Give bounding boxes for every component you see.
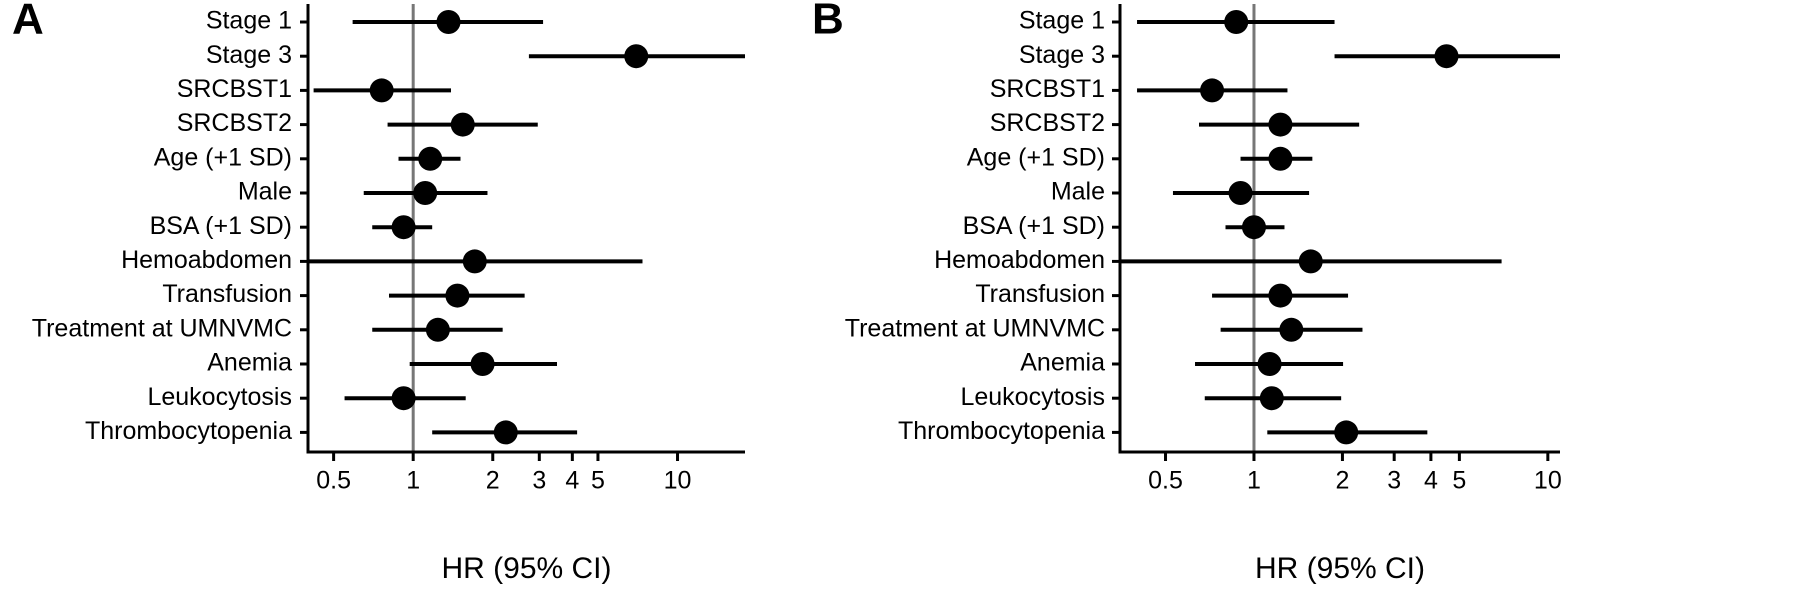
y-tick-label: Anemia: [207, 349, 292, 377]
point-estimate: [391, 215, 416, 240]
point-estimate: [1241, 215, 1266, 240]
y-tick-label: Male: [1051, 178, 1105, 206]
x-tick-label: 4: [1424, 467, 1438, 495]
point-estimate: [418, 146, 443, 171]
y-tick-label: Stage 3: [206, 41, 292, 69]
y-tick-label: Hemoabdomen: [934, 246, 1105, 274]
point-estimate: [1298, 249, 1323, 274]
y-tick-label: Stage 1: [1019, 7, 1105, 35]
x-tick-label: 1: [406, 467, 420, 495]
x-tick-label: 3: [1387, 467, 1401, 495]
point-estimate: [425, 317, 450, 342]
point-estimate: [1334, 420, 1359, 445]
y-tick-label: Stage 3: [1019, 41, 1105, 69]
point-estimate: [462, 249, 487, 274]
y-tick-label: Age (+1 SD): [967, 143, 1105, 171]
x-tick-label: 2: [1335, 467, 1349, 495]
y-tick-label: Anemia: [1020, 349, 1105, 377]
x-axis-label: HR (95% CI): [441, 552, 611, 585]
x-tick-label: 4: [565, 467, 579, 495]
point-estimate: [1268, 146, 1293, 171]
y-tick-label: Male: [238, 178, 292, 206]
panel-label: A: [12, 0, 44, 44]
x-tick-label: 10: [664, 467, 692, 495]
y-tick-label: SRCBST2: [990, 109, 1105, 137]
point-estimate: [450, 112, 475, 137]
point-estimate: [624, 44, 649, 69]
point-estimate: [493, 420, 518, 445]
y-tick-label: Thrombocytopenia: [85, 417, 292, 445]
y-tick-label: Stage 1: [206, 7, 292, 35]
point-estimate: [1224, 10, 1249, 34]
point-estimate: [413, 181, 438, 205]
point-estimate: [391, 386, 416, 411]
y-tick-label: Hemoabdomen: [121, 246, 292, 274]
point-estimate: [1259, 386, 1284, 411]
point-estimate: [1279, 317, 1304, 342]
y-tick-label: Leukocytosis: [147, 383, 292, 411]
y-tick-label: BSA (+1 SD): [963, 212, 1105, 240]
point-estimate: [1268, 112, 1293, 137]
point-estimate: [436, 10, 461, 34]
point-estimate: [1200, 78, 1225, 103]
y-tick-label: SRCBST2: [177, 109, 292, 137]
point-estimate: [1268, 283, 1293, 308]
y-tick-label: SRCBST1: [177, 75, 292, 103]
point-estimate: [1228, 181, 1253, 205]
y-tick-label: BSA (+1 SD): [150, 212, 292, 240]
y-tick-label: SRCBST1: [990, 75, 1105, 103]
y-tick-label: Thrombocytopenia: [898, 417, 1105, 445]
panel-label: B: [812, 0, 844, 44]
x-axis-label: HR (95% CI): [1255, 552, 1425, 585]
x-tick-label: 3: [532, 467, 546, 495]
point-estimate: [369, 78, 394, 103]
y-tick-label: Leukocytosis: [960, 383, 1105, 411]
point-estimate: [1257, 352, 1282, 376]
point-estimate: [1434, 44, 1459, 69]
x-tick-label: 0.5: [1148, 467, 1183, 495]
y-tick-label: Transfusion: [162, 280, 292, 308]
x-tick-label: 5: [1452, 467, 1466, 495]
x-tick-label: 5: [591, 467, 605, 495]
y-tick-label: Treatment at UMNVMC: [845, 314, 1105, 342]
x-tick-label: 10: [1534, 467, 1562, 495]
y-tick-label: Age (+1 SD): [154, 143, 292, 171]
x-tick-label: 1: [1247, 467, 1261, 495]
y-tick-label: Treatment at UMNVMC: [32, 314, 292, 342]
point-estimate: [445, 283, 470, 308]
point-estimate: [470, 352, 495, 376]
x-tick-label: 2: [486, 467, 500, 495]
y-tick-label: Transfusion: [975, 280, 1105, 308]
x-tick-label: 0.5: [316, 467, 351, 495]
